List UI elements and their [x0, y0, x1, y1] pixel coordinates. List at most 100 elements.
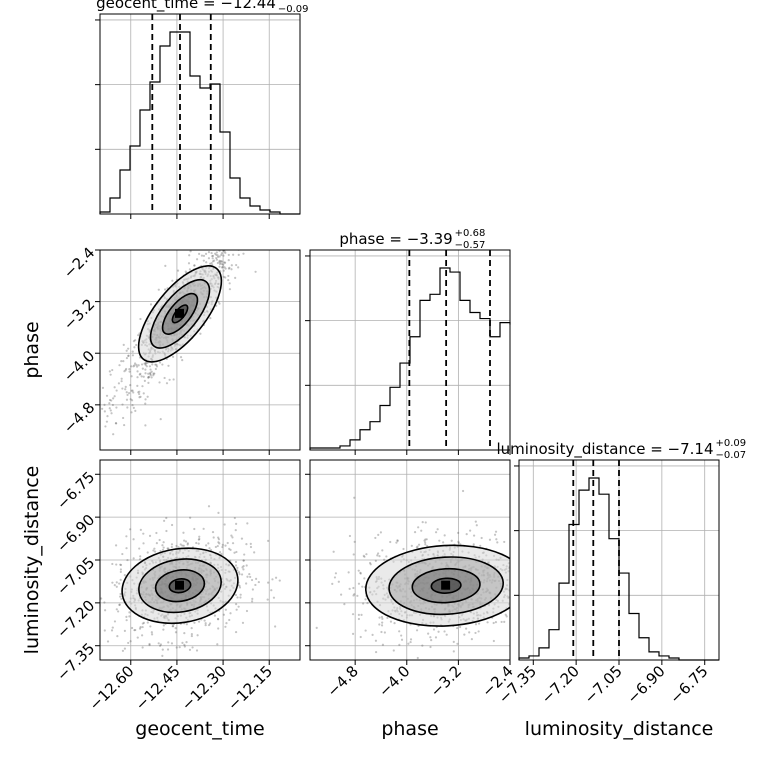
scatter-point [543, 579, 545, 581]
scatter-point [202, 259, 205, 262]
scatter-point [204, 252, 208, 255]
scatter-point [421, 521, 424, 524]
scatter-point [214, 252, 217, 255]
xtick-label-geocent_time: −12.60 [86, 662, 138, 714]
scatter-point [176, 269, 180, 272]
scatter-point [90, 441, 92, 443]
scatter-point [215, 256, 218, 260]
scatter-point [267, 539, 270, 542]
scatter-point [486, 621, 489, 624]
scatter-point [170, 642, 174, 645]
scatter-point [233, 551, 236, 554]
scatter-point [493, 533, 497, 536]
xtick-label-luminosity_distance: −6.90 [623, 662, 668, 707]
scatter-point [376, 554, 379, 557]
scatter-point [457, 541, 460, 545]
scatter-point [161, 548, 165, 551]
scatter-point [361, 585, 364, 588]
scatter-point [82, 429, 84, 431]
scatter-point [208, 547, 211, 550]
scatter-point [357, 617, 361, 621]
ytick-label-phase: −4.0 [60, 347, 98, 385]
scatter-point [129, 384, 132, 387]
scatter-point [231, 542, 235, 545]
scatter-point [218, 238, 220, 240]
scatter-point [161, 648, 164, 651]
scatter-point [144, 362, 147, 365]
scatter-point [166, 547, 169, 550]
scatter-point [193, 264, 196, 267]
scatter-point [136, 667, 138, 669]
scatter-point [140, 363, 144, 366]
scatter-point [122, 359, 125, 363]
scatter-point [140, 375, 143, 378]
scatter-point [243, 553, 246, 556]
scatter-point [211, 229, 213, 231]
scatter-point [228, 282, 231, 285]
scatter-point [141, 634, 144, 637]
scatter-point [211, 257, 214, 260]
scatter-points [92, 505, 281, 669]
scatter-point [149, 372, 152, 375]
xtick-label-phase: −4.8 [323, 662, 361, 700]
scatter-point [183, 632, 186, 635]
scatter-point [427, 632, 430, 635]
scatter-point [235, 237, 237, 239]
scatter-point [256, 237, 258, 239]
scatter-point [216, 261, 219, 265]
scatter-point [167, 364, 170, 367]
scatter-point [133, 362, 137, 365]
scatter-point [198, 537, 201, 541]
scatter-point [124, 388, 127, 391]
scatter-point [424, 521, 427, 524]
scatter-point [377, 533, 380, 536]
scatter-point [220, 262, 224, 266]
scatter-point [118, 603, 121, 606]
scatter-point [139, 372, 142, 375]
scatter-point [108, 398, 112, 402]
scatter-point [496, 541, 499, 544]
scatter-point [170, 543, 174, 546]
scatter-point [505, 615, 508, 618]
scatter-point [181, 544, 184, 547]
panel-frame [99, 13, 301, 215]
scatter-point [208, 622, 212, 625]
scatter-point [492, 621, 495, 625]
scatter-point [215, 251, 218, 254]
scatter-point [228, 222, 230, 224]
summary-title-minus: −0.09 [278, 4, 309, 15]
scatter-point [220, 252, 223, 255]
scatter-point [519, 629, 521, 631]
scatter-point [217, 536, 220, 539]
scatter-point [468, 631, 471, 634]
scatter-point [132, 365, 135, 368]
scatter-point [204, 624, 207, 627]
scatter-point [146, 395, 149, 398]
scatter-point [245, 543, 248, 546]
scatter-point [267, 581, 270, 584]
scatter-point [244, 246, 246, 248]
ytick-label-phase: −2.4 [60, 244, 98, 282]
scatter-point [223, 266, 226, 269]
scatter-point [237, 240, 239, 242]
scatter-point [92, 557, 94, 559]
scatter-point [234, 593, 238, 597]
scatter-point [193, 527, 196, 531]
scatter-point [230, 534, 233, 537]
scatter-point [424, 543, 427, 546]
scatter-point [413, 531, 417, 534]
scatter-point [225, 622, 228, 625]
scatter-point [130, 411, 133, 414]
scatter-point [480, 536, 483, 540]
scatter-point [188, 254, 191, 257]
scatter-point [136, 376, 139, 379]
scatter-point [144, 363, 147, 367]
scatter-point [494, 621, 498, 624]
scatter-point [224, 276, 227, 279]
ytick-label-luminosity_distance: −6.75 [53, 468, 98, 513]
scatter-point [510, 605, 512, 607]
scatter-point [469, 529, 472, 532]
scatter-point [148, 375, 151, 378]
scatter-point [121, 552, 124, 556]
yaxis-label-phase: phase [21, 321, 43, 378]
